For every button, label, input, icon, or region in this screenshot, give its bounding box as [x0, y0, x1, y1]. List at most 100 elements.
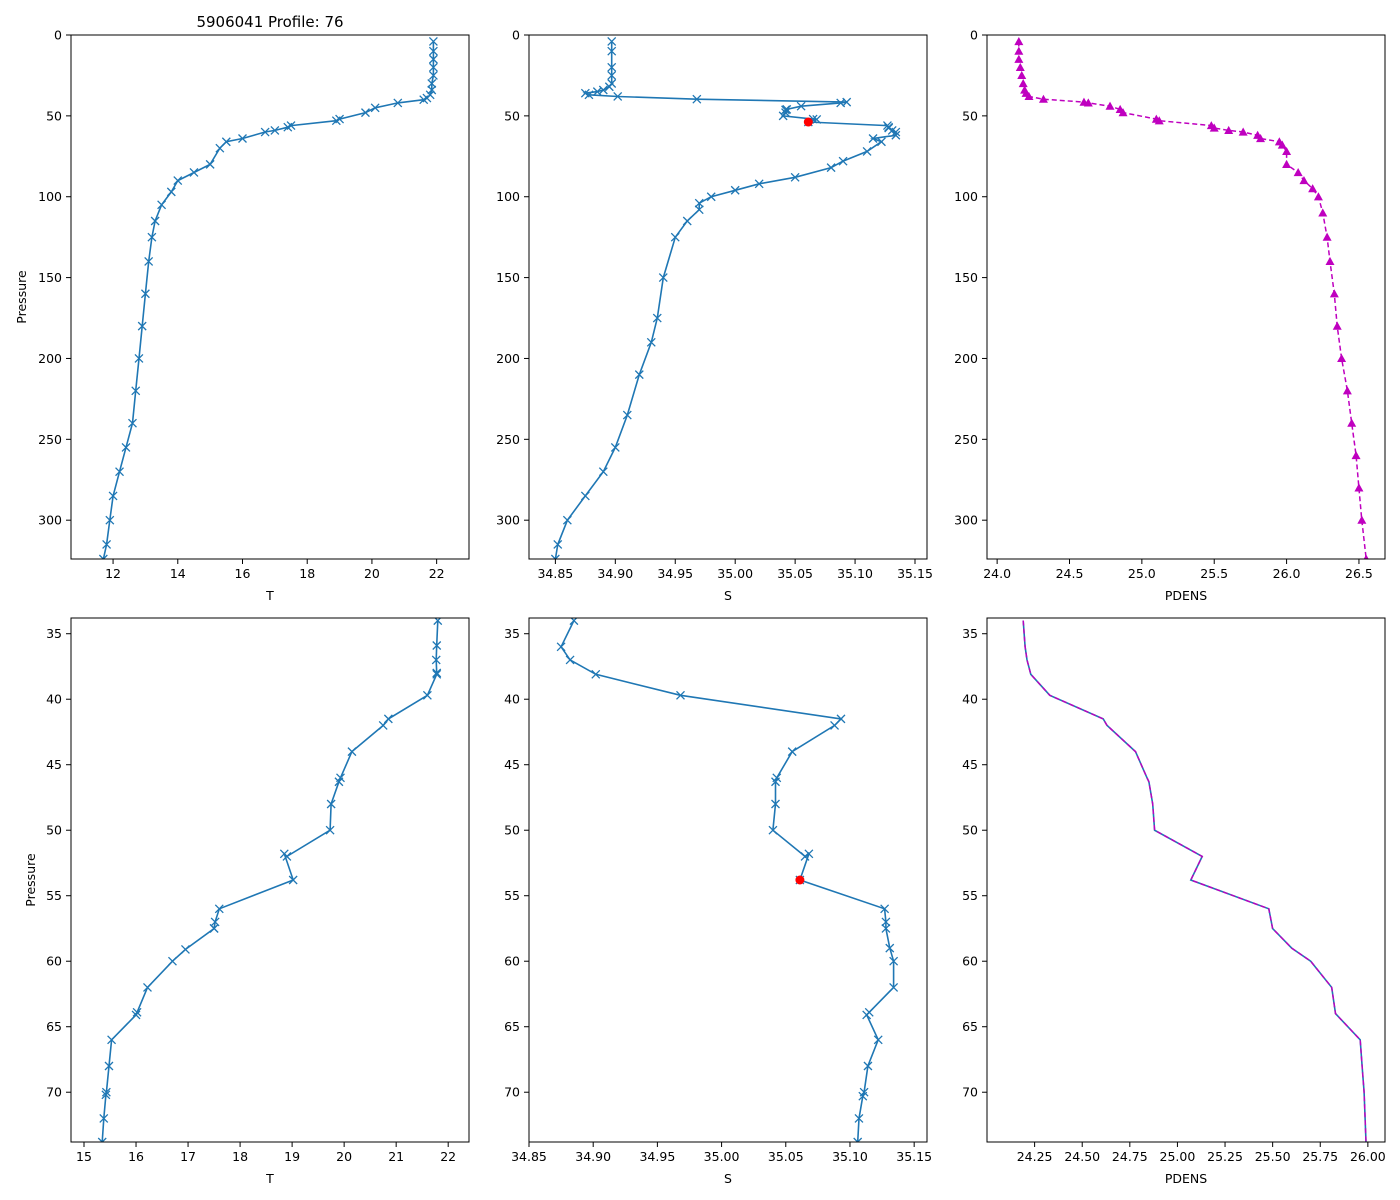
data-point-x-marker [889, 982, 899, 992]
y-tick-label: 65 [962, 1019, 978, 1034]
data-point-x-marker [432, 668, 442, 678]
data-point-x-marker [360, 108, 370, 118]
x-tick-label: 17 [180, 1149, 196, 1164]
data-point-triangle-marker [1332, 321, 1342, 330]
data-point-x-marker [613, 91, 623, 101]
data-point-triangle-marker [1299, 176, 1309, 185]
x-tick-label: 24.25 [1017, 1149, 1053, 1164]
data-point-x-marker [97, 1137, 107, 1142]
data-point-x-marker [592, 87, 602, 97]
y-tick-label: 45 [504, 757, 520, 772]
data-point-x-marker [858, 1091, 868, 1101]
data-point-x-marker [144, 256, 154, 266]
y-tick-label: 45 [962, 757, 978, 772]
y-tick-label: 0 [970, 28, 978, 43]
data-point-x-marker [131, 1010, 141, 1020]
y-tick-label: 55 [504, 888, 520, 903]
series-line [102, 41, 435, 559]
data-point-x-marker [215, 143, 225, 153]
data-point-x-marker [147, 232, 157, 242]
data-point-triangle-marker [1014, 46, 1024, 55]
data-point-x-marker [730, 185, 740, 195]
data-point-x-marker [610, 442, 620, 452]
data-point-x-marker [419, 95, 429, 105]
y-tick-label: 70 [504, 1085, 520, 1100]
data-point-triangle-marker [1318, 208, 1328, 217]
data-point-x-marker [334, 777, 344, 787]
data-point-x-marker [428, 46, 438, 56]
chart-bottom-PDENS: 24.25 24.50 24.75 25.00 25.25 25.50 25.75 26.00… [962, 617, 1386, 1186]
data-point-triangle-marker [1282, 146, 1292, 156]
data-point-x-marker [115, 467, 124, 477]
data-point-x-marker [326, 799, 336, 809]
y-tick-label: 55 [962, 888, 978, 903]
data-point-triangle-marker [1354, 483, 1364, 492]
data-point-x-marker [565, 655, 575, 665]
data-point-triangle-marker [1038, 94, 1048, 103]
data-point-x-marker [778, 111, 788, 121]
data-point-x-marker [580, 491, 590, 501]
y-tick-label: 35 [962, 626, 978, 641]
y-tick-label: 150 [38, 270, 62, 285]
data-point-x-marker [101, 1087, 111, 1097]
data-point-x-marker [432, 641, 442, 650]
y-tick-label: 100 [38, 189, 62, 204]
y-tick-label: 35 [46, 626, 62, 641]
x-tick-label: 35.15 [897, 566, 933, 581]
data-point-x-marker [370, 103, 380, 113]
data-point-x-marker [166, 187, 176, 197]
x-tick-label: 24.75 [1112, 1149, 1148, 1164]
data-point-x-marker [607, 62, 617, 72]
data-point-triangle-marker [1014, 54, 1024, 63]
x-tick-label: 34.85 [537, 566, 573, 581]
data-point-x-marker [102, 539, 112, 549]
data-point-triangle-marker [1105, 101, 1115, 110]
data-point-x-marker [812, 114, 822, 124]
axes-frame [986, 34, 1386, 560]
x-tick-label: 35.05 [777, 566, 813, 581]
x-tick-label: 35.00 [704, 1149, 740, 1164]
data-point-x-marker [796, 101, 806, 111]
data-point-x-marker [428, 70, 438, 80]
data-point-x-marker [885, 943, 895, 953]
x-axis-label: T [265, 588, 274, 603]
y-axis-label: Pressure [14, 270, 29, 324]
data-point-triangle-marker [1357, 515, 1367, 524]
data-point-x-marker [427, 85, 437, 95]
pdens-line [1022, 620, 1367, 1142]
y-tick-label: 70 [962, 1085, 978, 1100]
data-point-triangle-marker [1342, 386, 1352, 395]
data-point-x-marker [569, 618, 579, 626]
x-tick-label: 25.75 [1302, 1149, 1338, 1164]
y-tick-label: 65 [504, 1019, 520, 1034]
y-tick-label: 50 [46, 108, 62, 123]
data-point-x-marker [790, 172, 800, 182]
data-point-x-marker [652, 313, 662, 323]
data-point-x-marker [189, 168, 199, 177]
data-point-x-marker [598, 467, 608, 477]
data-point-x-marker [562, 515, 572, 525]
data-point-x-marker [830, 720, 840, 730]
plot-area [97, 618, 443, 1142]
data-point-triangle-marker [1224, 125, 1234, 135]
data-point-x-marker [889, 956, 899, 966]
y-tick-label: 40 [46, 692, 62, 707]
data-point-x-marker [428, 62, 438, 72]
figure-title: 5906041 Profile: 76 [196, 13, 343, 31]
series-line [560, 620, 895, 1142]
x-tick-label: 12 [105, 566, 121, 581]
data-point-x-marker [670, 232, 680, 242]
data-point-x-marker [98, 554, 108, 559]
x-axis-label: PDENS [1165, 588, 1207, 603]
axes-frame [70, 34, 470, 560]
data-point-x-marker [838, 156, 848, 166]
data-point-x-marker [771, 777, 780, 787]
x-tick-label: 20 [364, 566, 380, 581]
qc-flag-point [803, 117, 813, 127]
y-tick-label: 200 [38, 351, 62, 366]
data-point-triangle-marker [1018, 79, 1028, 88]
data-point-x-marker [428, 37, 438, 46]
x-tick-label: 25.50 [1255, 1149, 1291, 1164]
data-point-triangle-marker [1325, 256, 1335, 266]
x-tick-label: 16 [235, 566, 251, 581]
